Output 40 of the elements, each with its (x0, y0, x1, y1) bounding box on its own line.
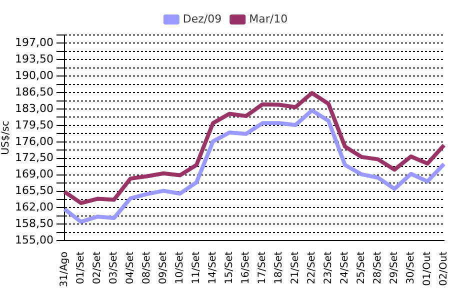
y-tick-label: 186,50 (14, 85, 54, 98)
y-tick-label: 172,50 (14, 151, 54, 164)
legend-label: Dez/09 (182, 12, 222, 26)
x-tick-label: 09/Set (158, 252, 170, 284)
x-tick-label: 25/Set (356, 252, 368, 284)
x-tick-label: 29/Set (389, 252, 400, 284)
x-tick-label: 24/Set (340, 252, 351, 284)
x-tick-label: 04/Set (125, 252, 136, 284)
y-tick-label: 158,50 (14, 217, 54, 230)
x-tick-label: 08/Set (142, 252, 153, 284)
x-tick-label: 01/Out (422, 252, 434, 286)
y-tick-label: 155,00 (14, 233, 54, 246)
x-tick-label: 03/Set (108, 252, 120, 284)
legend-label: Mar/10 (249, 12, 288, 26)
y-tick-label: 179,50 (14, 118, 54, 132)
y-tick-label: 162,00 (14, 200, 54, 214)
x-tick-label: 15/Set (224, 252, 236, 284)
y-tick-label: 190,00 (14, 68, 54, 82)
x-tick-label: 21/Set (290, 252, 302, 284)
y-tick-label: 169,00 (14, 168, 54, 181)
x-tick-label: 02/Out (438, 252, 450, 286)
x-tick-label: 31/Ago (59, 252, 70, 288)
x-tick-label: 16/Set (240, 252, 252, 284)
x-tick-label: 17/Set (257, 252, 268, 284)
y-axis-title: US$/sc (0, 120, 12, 155)
y-tick-label: 197,00 (14, 36, 54, 50)
x-tick-label: 01/Set (76, 252, 87, 284)
y-tick-label: 193,50 (14, 52, 54, 66)
x-tick-label: 14/Set (208, 252, 219, 284)
x-tick-label: 11/Set (191, 252, 202, 284)
y-tick-label: 176,00 (14, 134, 54, 148)
x-tick-label: 18/Set (274, 252, 285, 284)
x-tick-label: 23/Set (323, 252, 334, 284)
y-tick-label: 165,50 (14, 184, 54, 198)
y-tick-label: 183,00 (14, 102, 54, 115)
x-tick-label: 28/Set (372, 252, 384, 284)
x-tick-label: 30/Set (406, 252, 417, 284)
x-tick-label: 10/Set (174, 252, 186, 284)
x-tick-label: 02/Set (92, 252, 104, 284)
x-tick-label: 22/Set (306, 252, 318, 284)
